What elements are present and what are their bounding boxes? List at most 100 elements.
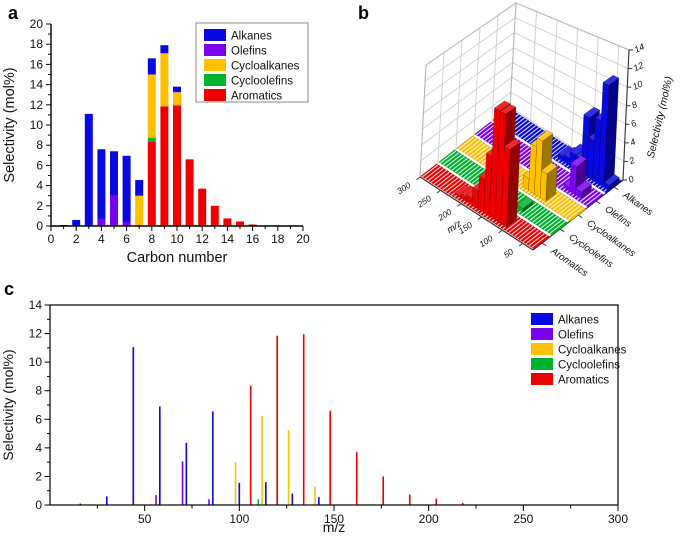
ribbon-stripe xyxy=(531,234,548,248)
ribbon-stripe xyxy=(445,179,462,193)
bar-c5-alkanes xyxy=(110,151,118,196)
ribbon-stripe xyxy=(445,154,463,167)
y-tick-label: 2 xyxy=(35,469,42,483)
ribbon-stripe xyxy=(463,140,481,153)
ribbon-stripe xyxy=(454,159,471,173)
y-tick-label: 8 xyxy=(36,138,43,152)
ribbon-stripe xyxy=(551,145,568,159)
x-tick-label: 200 xyxy=(419,512,439,526)
ribbon-stripe xyxy=(525,128,542,142)
ribbon-stripe xyxy=(522,126,540,140)
y-tick-label: 6 xyxy=(35,412,42,426)
bar3d-alkanes-mz44 xyxy=(598,74,620,189)
legend-swatch-cycloolefins xyxy=(531,358,553,370)
x-tick-label: 12 xyxy=(196,232,210,246)
x-tick-label: 300 xyxy=(608,512,628,526)
bar-c12-aromatics xyxy=(198,188,207,226)
ribbon-stripe xyxy=(514,121,531,135)
ribbon-stripe xyxy=(546,219,563,232)
legend-label: Aromatics xyxy=(231,91,282,103)
wall-edge xyxy=(509,2,517,108)
x-tick-label: 16 xyxy=(246,232,260,246)
chart-a-stacked-bar: 00 2 2 4 4 6 6 8 8 10 10 12 12 14 14 16 16 18 18 20 20 Carbon… xyxy=(2,17,310,266)
legend-item: Aromatics xyxy=(531,373,609,387)
x-tick-label: 150 xyxy=(324,512,344,526)
x-tick-label: 8 xyxy=(148,232,155,246)
bar-c10-cycloalkanes xyxy=(173,92,181,106)
ribbon-stripe xyxy=(461,138,478,152)
y-tick-label: 6 xyxy=(36,158,43,172)
z-tick-label: 6 xyxy=(629,118,638,129)
ribbon-stripe xyxy=(519,227,537,241)
x-tick-label: 100 xyxy=(229,512,249,526)
wall-grid-m xyxy=(571,28,579,147)
ribbon-stripe xyxy=(508,220,525,233)
x-tick-label: 2 xyxy=(73,232,80,246)
bar3d-cycloolefins-mz110 xyxy=(516,196,534,213)
legend-label: Olefins xyxy=(558,330,594,342)
ribbon-stripe xyxy=(537,213,555,227)
bar-c10-aromatics xyxy=(173,105,181,226)
ribbon-stripe xyxy=(427,168,445,181)
z-tick-label: 2 xyxy=(627,155,637,167)
bar-c8-alkanes xyxy=(147,58,156,75)
ribbon-stripe xyxy=(579,189,596,203)
cat-tick xyxy=(577,214,583,219)
ribbon-stripe xyxy=(448,181,465,194)
legend-item: Alkanes xyxy=(531,313,599,327)
wall-edge xyxy=(425,2,517,66)
legend-item: Olefins xyxy=(204,44,267,58)
ribbon-stripe xyxy=(463,165,480,179)
bar-top-face xyxy=(536,130,554,142)
ribbon-stripe xyxy=(451,157,468,171)
ribbon-stripe xyxy=(528,130,545,144)
bar-c8-cycloalkanes xyxy=(147,74,156,138)
ribbon-stripe xyxy=(526,206,543,219)
chart-c-stick-spectrum: 50 100 150 200 250 300 0 2 4 6 8 10 12 14 m/z Selectivi… xyxy=(0,298,628,535)
legend-item: Cycloolefins xyxy=(204,74,293,88)
legend-swatch-olefins xyxy=(204,44,226,56)
ribbon-stripe xyxy=(448,155,465,169)
legend-label: Olefins xyxy=(231,46,267,58)
ribbon-stripe xyxy=(514,223,531,237)
bar3d-aromatics-mz106 xyxy=(500,138,521,228)
wall-grid-v xyxy=(455,40,463,150)
legend-item: Cycloolefins xyxy=(531,358,620,372)
y-tick-label: 10 xyxy=(29,355,43,369)
bar-front-face xyxy=(539,170,548,202)
bar-c13-aromatics xyxy=(210,205,219,226)
y-tick-label: 0 xyxy=(35,498,42,512)
legend-item: Aromatics xyxy=(204,89,282,103)
a-axes: 00 2 2 4 4 6 6 8 8 10 10 12 12 14 14 16 16 18 18 20 20 xyxy=(30,17,310,246)
a-legend: Alkanes Olefins Cycloalkanes Cycloolefins Ar… xyxy=(195,22,309,103)
ribbon-stripe xyxy=(532,209,549,223)
mz-tick xyxy=(477,216,482,220)
legend-label: Cycloolefins xyxy=(558,360,620,372)
ribbon-stripe xyxy=(529,207,546,221)
ribbon-stripe xyxy=(466,141,483,155)
x-tick-label: 0 xyxy=(48,232,55,246)
cat-label-olefins: Olefins xyxy=(603,204,634,230)
ribbon-stripe xyxy=(585,192,602,206)
ribbon-stripe xyxy=(555,199,573,213)
legend-swatch-alkanes xyxy=(531,313,553,325)
ribbon-stripe xyxy=(430,169,447,183)
y-tick-label: 4 xyxy=(36,179,43,193)
legend-item: Cycloalkanes xyxy=(204,59,300,73)
legend-swatch-olefins xyxy=(531,328,553,340)
y-tick-label: 14 xyxy=(29,298,43,312)
bar-c15-aromatics xyxy=(236,221,244,226)
wall-grid-z xyxy=(420,91,512,162)
bar-c9-alkanes xyxy=(160,45,169,54)
mz-tick-label: 200 xyxy=(435,206,453,223)
ribbon-stripe xyxy=(460,163,477,177)
z-tick-label: 12 xyxy=(632,60,645,73)
mz-tick-label: 300 xyxy=(395,180,413,196)
ribbon-stripe xyxy=(550,195,567,209)
bar-c3-alkanes xyxy=(84,113,93,226)
bar3d-cycloalkanes-mz98 xyxy=(539,162,558,202)
ribbon-stripe xyxy=(440,150,457,164)
x-tick-label: 250 xyxy=(513,512,533,526)
ribbon-stripe xyxy=(567,206,584,220)
